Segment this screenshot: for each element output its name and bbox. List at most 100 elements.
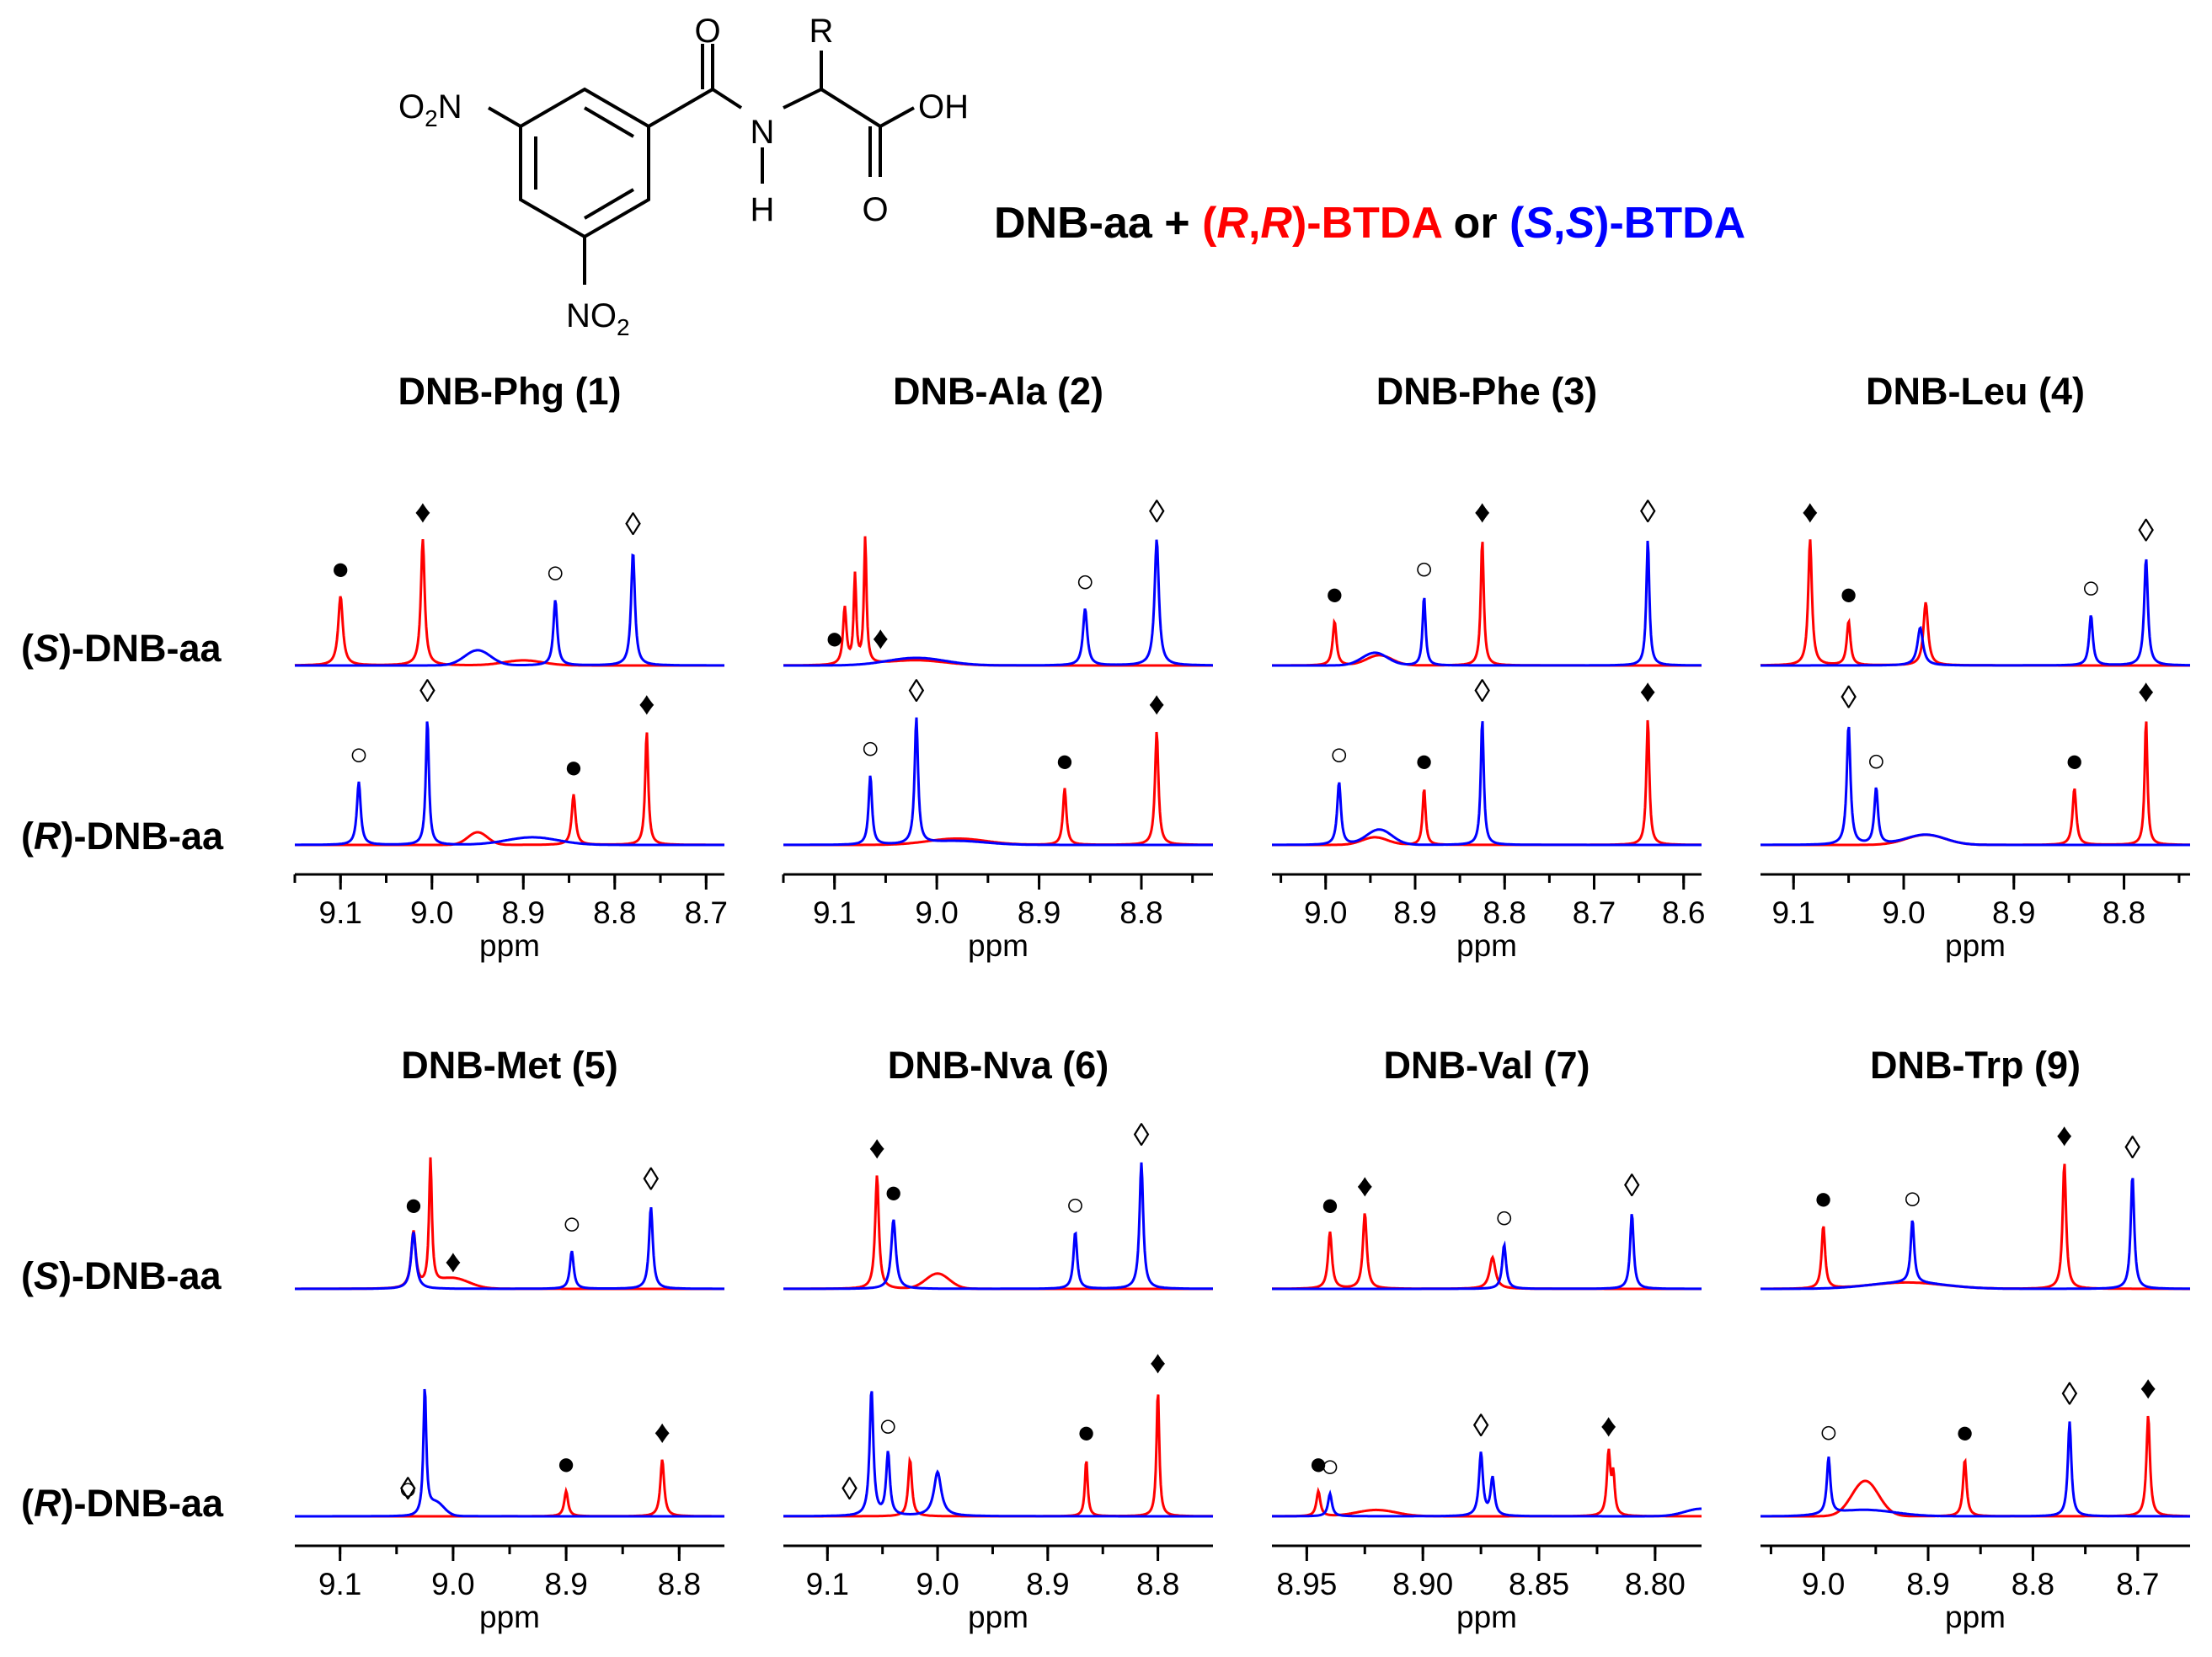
peak-marker: ♦ bbox=[1600, 1408, 1616, 1444]
peak-marker: ♦ bbox=[2138, 674, 2154, 709]
peak-marker: ● bbox=[1839, 577, 1858, 612]
peak-marker: ◊ bbox=[842, 1472, 858, 1507]
tick-label: 8.9 bbox=[1018, 895, 1061, 930]
header-ss-comma: , bbox=[1553, 199, 1565, 248]
tick-label: 8.9 bbox=[1992, 895, 2035, 930]
spectrum-blue bbox=[295, 1388, 724, 1518]
spectrum-blue bbox=[783, 717, 1213, 847]
spectrum-blue bbox=[1761, 1421, 2190, 1518]
tick-label: 8.7 bbox=[1573, 895, 1616, 930]
panel-1: DNB-Phg (1) ● ♦ ○ ◊ ○ ◊ ● ♦ 9.1 9.0 8.9 8.8 8.7 ppm bbox=[293, 370, 728, 963]
x-axis-label: ppm bbox=[1945, 1600, 2006, 1634]
tick-label: 8.80 bbox=[1625, 1567, 1686, 1601]
header-ss-close: )-BTDA bbox=[1595, 199, 1745, 248]
header-ss-open: ( bbox=[1509, 199, 1525, 248]
tick-label: 8.9 bbox=[1393, 895, 1436, 930]
nitrogen: N bbox=[751, 114, 775, 151]
spectrum-red bbox=[1761, 721, 2190, 847]
peak-marker: ○ bbox=[1076, 564, 1095, 600]
panel-8: DNB-Trp (9) ● ○ ♦ ◊ ○ ● ◊ ♦ 9.0 8.9 8.8 8.7 ppm bbox=[1761, 1044, 2190, 1634]
peak-marker: ◊ bbox=[1473, 1408, 1489, 1444]
bottom-nitro-group: NO2 bbox=[566, 297, 630, 340]
panel-title: DNB-Phe (3) bbox=[1376, 370, 1598, 413]
tick-label: 8.95 bbox=[1276, 1567, 1337, 1601]
spectrum-blue bbox=[1272, 540, 1702, 667]
peak-marker: ○ bbox=[1066, 1188, 1085, 1223]
peak-marker: ◊ bbox=[419, 674, 435, 709]
panel-title: DNB-Met (5) bbox=[401, 1044, 617, 1087]
carbonyl-oxygen: O bbox=[862, 191, 888, 228]
peak-marker: ● bbox=[403, 1188, 423, 1223]
peak-marker: ● bbox=[884, 1175, 903, 1211]
header-ss-s2: S bbox=[1565, 199, 1595, 248]
header-rr-r1: R bbox=[1216, 199, 1248, 248]
spectrum-blue bbox=[783, 539, 1213, 667]
peak-marker: ○ bbox=[879, 1408, 898, 1444]
peak-marker: ◊ bbox=[1624, 1168, 1640, 1204]
tick-label: 9.0 bbox=[915, 895, 958, 930]
peak-marker: ♦ bbox=[1357, 1168, 1373, 1204]
top-nitro-group: O2N bbox=[398, 88, 462, 131]
peak-marker: ● bbox=[557, 1446, 576, 1482]
peak-marker: ◊ bbox=[625, 507, 641, 543]
spectrum-blue bbox=[1272, 721, 1702, 847]
header-rr-close: )-BTDA bbox=[1292, 199, 1443, 248]
substituent-r: R bbox=[809, 13, 834, 50]
peak-marker: ♦ bbox=[1150, 1345, 1166, 1381]
peak-marker: ♦ bbox=[445, 1244, 461, 1280]
tick-label: 8.8 bbox=[593, 895, 636, 930]
peak-marker: ♦ bbox=[414, 494, 430, 530]
x-axis-label: ppm bbox=[968, 928, 1029, 963]
peak-marker: ♦ bbox=[638, 687, 655, 722]
tick-label: 8.7 bbox=[2116, 1567, 2159, 1601]
spectrum-red bbox=[295, 1157, 724, 1291]
peak-marker: ◊ bbox=[1841, 681, 1857, 716]
panel-title: DNB-Ala (2) bbox=[893, 370, 1103, 413]
peak-marker: ◊ bbox=[1149, 494, 1165, 530]
spectrum-red bbox=[1760, 539, 2190, 667]
tick-label: 8.8 bbox=[2012, 1567, 2054, 1601]
peak-marker: ● bbox=[825, 621, 844, 656]
panel-title: DNB-Phg (1) bbox=[398, 370, 622, 413]
panel-title: DNB-Nva (6) bbox=[888, 1044, 1109, 1087]
tick-label: 9.0 bbox=[1882, 895, 1925, 930]
peak-marker: ♦ bbox=[1149, 687, 1165, 722]
peak-marker: ○ bbox=[349, 737, 368, 772]
peak-marker: ♦ bbox=[1474, 494, 1490, 530]
panel-4: DNB-Leu (4) ♦ ● ○ ◊ ◊ ○ ● ♦ 9.1 9.0 8.9 8.8 ppm bbox=[1760, 370, 2190, 963]
peak-marker: ○ bbox=[562, 1206, 581, 1242]
spectrum-red bbox=[783, 536, 1213, 667]
hydrogen: H bbox=[751, 191, 775, 228]
panel-title: DNB-Trp (9) bbox=[1870, 1044, 2081, 1087]
tick-label: 8.8 bbox=[2102, 895, 2145, 930]
peak-marker: ◊ bbox=[1640, 494, 1656, 530]
row-label-r-top: (R)-DNB-aa bbox=[21, 815, 224, 858]
peak-marker: ○ bbox=[398, 1472, 418, 1507]
spectrum-blue bbox=[295, 553, 724, 667]
row-label-s-top: (S)-DNB-aa bbox=[21, 627, 222, 670]
tick-label: 9.1 bbox=[318, 1567, 361, 1601]
x-axis-label: ppm bbox=[1456, 928, 1517, 963]
tick-label: 8.9 bbox=[1026, 1567, 1069, 1601]
peak-marker: ♦ bbox=[1802, 494, 1818, 530]
peak-marker: ◊ bbox=[2124, 1131, 2140, 1166]
hydroxyl: OH bbox=[918, 88, 969, 126]
x-axis-label: ppm bbox=[968, 1600, 1029, 1634]
peak-marker: ◊ bbox=[643, 1163, 659, 1198]
header-ss-s1: S bbox=[1524, 199, 1553, 248]
peak-marker: ● bbox=[1814, 1181, 1833, 1216]
spectrum-blue bbox=[1272, 1451, 1702, 1518]
header-joiner: or bbox=[1441, 199, 1509, 248]
spectra-panels: DNB-Phg (1) ● ♦ ○ ◊ ○ ◊ ● ♦ 9.1 9.0 8.9 8.8 8.7 ppm DNB… bbox=[293, 370, 2190, 1634]
peak-marker: ○ bbox=[1414, 552, 1434, 587]
peak-marker: ◊ bbox=[1134, 1118, 1150, 1153]
peak-marker: ● bbox=[1055, 744, 1074, 779]
peak-marker: ● bbox=[1077, 1415, 1096, 1451]
peak-marker: ◊ bbox=[1474, 674, 1490, 709]
amide-oxygen: O bbox=[694, 13, 720, 50]
benzene-ring bbox=[519, 87, 650, 239]
peak-marker: ● bbox=[1309, 1446, 1328, 1482]
header-rr-open: ( bbox=[1202, 199, 1217, 248]
